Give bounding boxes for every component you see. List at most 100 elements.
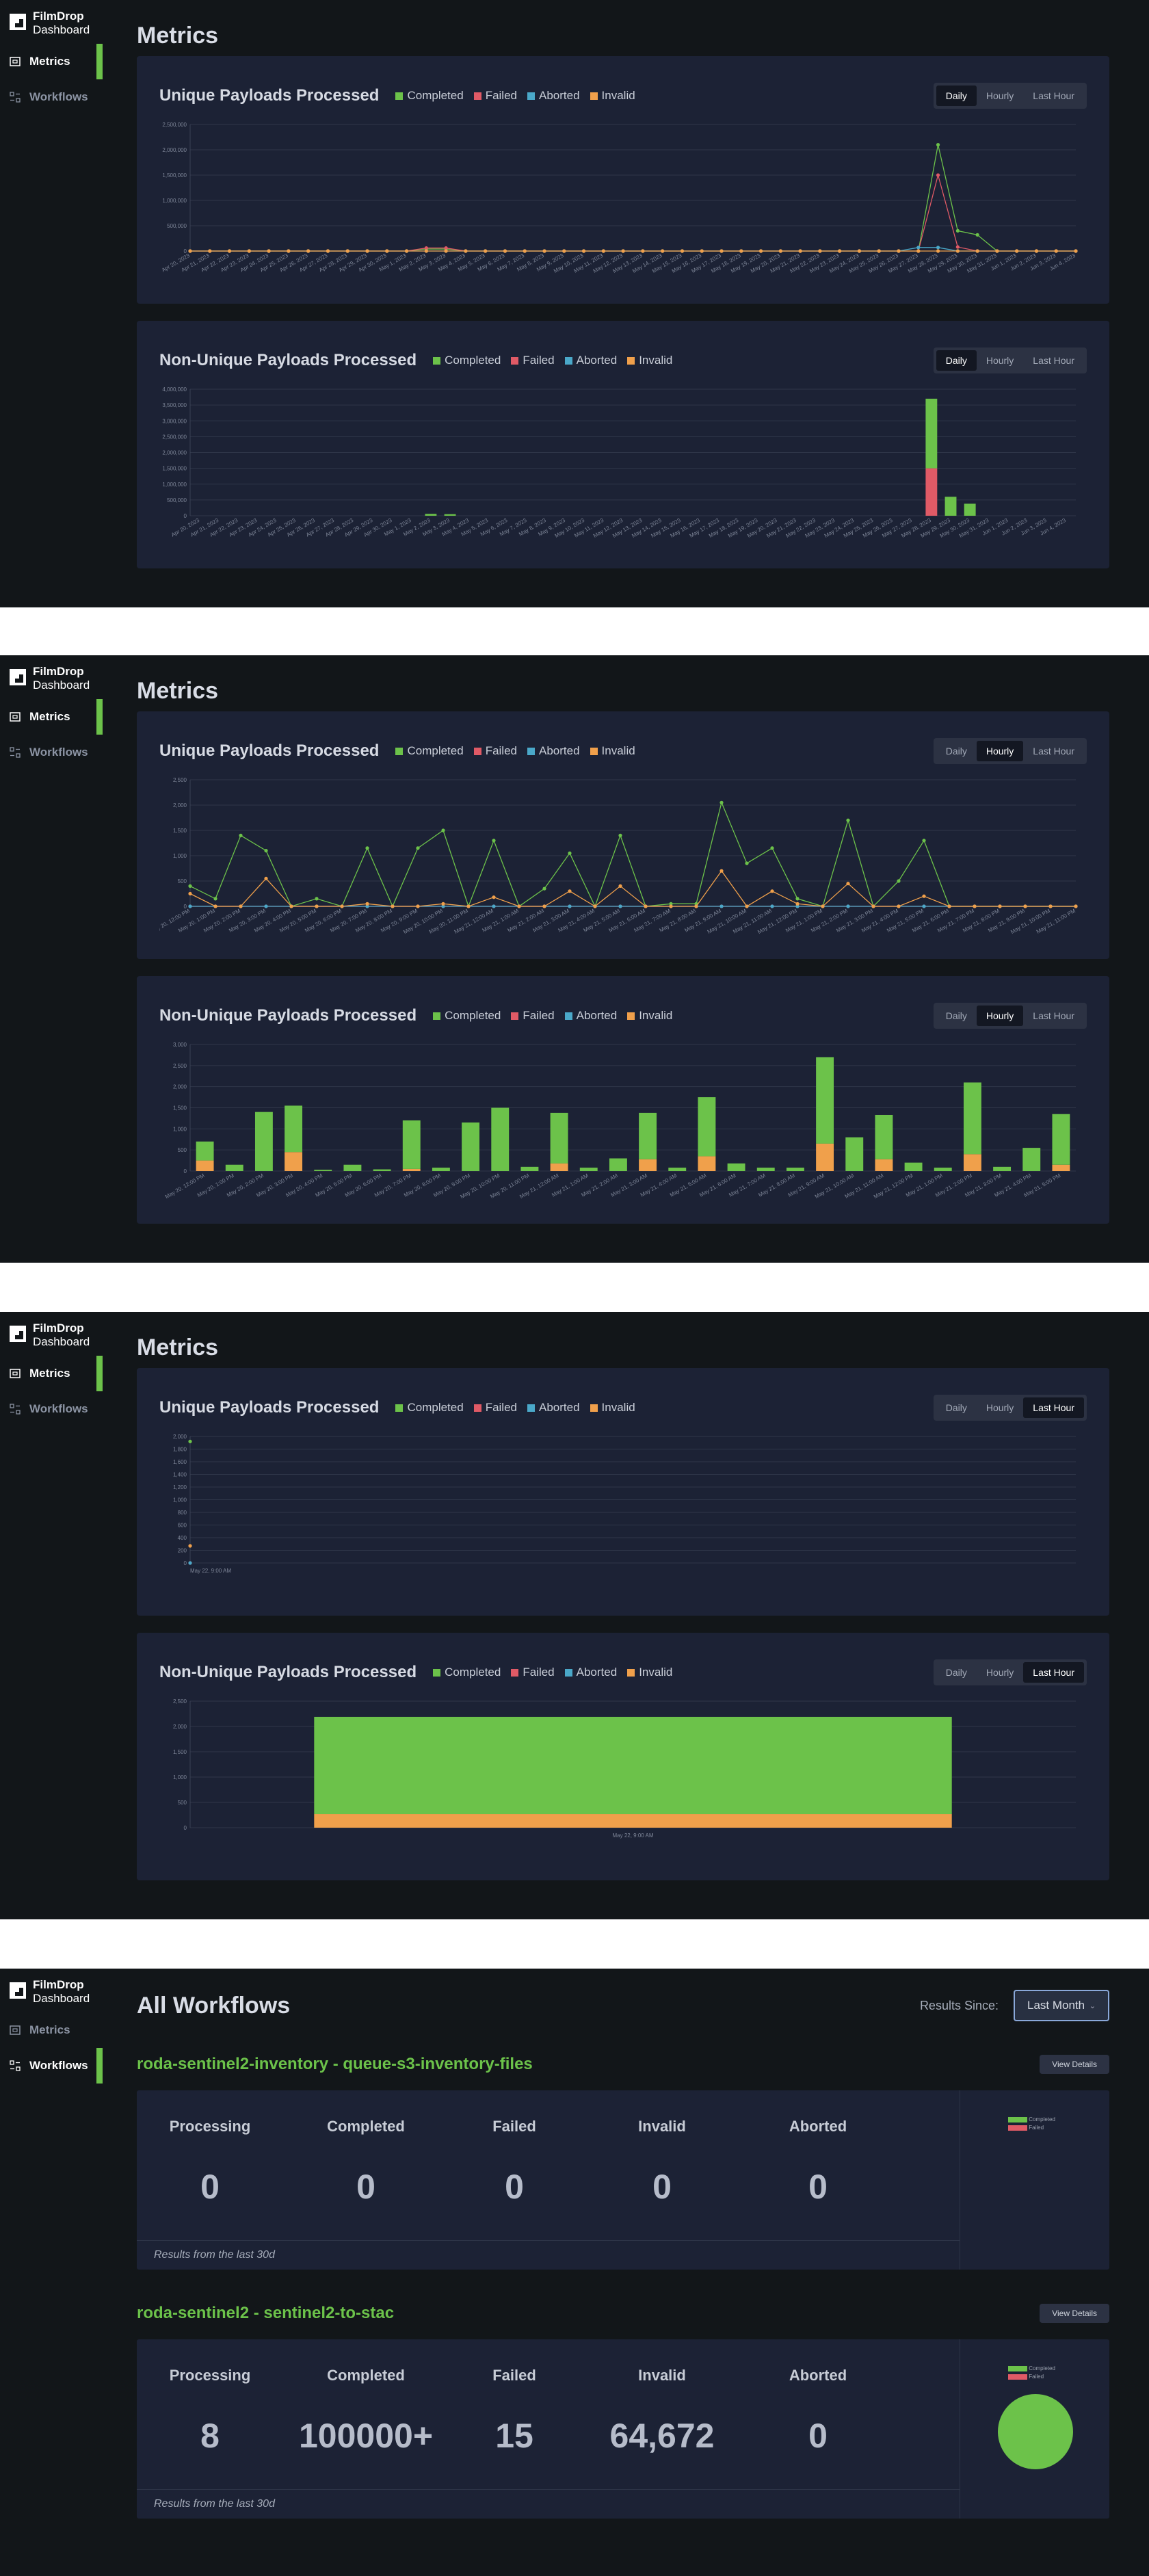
legend-invalid[interactable]: Invalid [590,89,635,103]
nav-item-metrics[interactable]: Metrics [0,1356,103,1391]
legend-failed[interactable]: Failed [511,1666,555,1679]
point-invalid [818,249,822,253]
point-invalid [523,249,527,253]
y-tick-label: 800 [178,1510,187,1516]
nav-item-label: Metrics [29,2023,70,2036]
legend-aborted[interactable]: Aborted [527,89,580,103]
legend-completed[interactable]: Completed [433,354,501,367]
toggle-last-hour[interactable]: Last Hour [1023,1662,1084,1683]
workflow-title[interactable]: roda-sentinel2 - sentinel2-to-stac [137,2304,395,2322]
brand-logo[interactable]: FilmDrop Dashboard [0,665,103,699]
point-invalid [188,249,192,253]
brand-logo[interactable]: FilmDrop Dashboard [0,1978,103,2012]
point-aborted [568,904,572,908]
nav-item-workflows[interactable]: Workflows [0,1391,103,1427]
nav-item-workflows[interactable]: Workflows [0,2048,103,2084]
point-invalid [795,902,800,906]
nav-item-metrics[interactable]: Metrics [0,2012,103,2048]
legend-invalid[interactable]: Invalid [590,1401,635,1415]
bar-completed [462,1122,480,1171]
legend-aborted[interactable]: Aborted [564,1666,617,1679]
view-details-button[interactable]: View Details [1040,2304,1109,2323]
card-title: Non-Unique Payloads Processed [159,351,417,369]
metrics-icon [10,2025,21,2035]
point-invalid [770,889,774,893]
bar-completed [254,1112,273,1171]
toggle-daily[interactable]: Daily [936,350,977,371]
point-invalid [700,249,704,253]
view-details-button[interactable]: View Details [1040,2055,1109,2074]
toggle-daily[interactable]: Daily [945,746,967,757]
brand-name: FilmDrop [33,10,84,23]
point-aborted [188,904,192,908]
point-invalid [315,904,319,908]
legend-failed[interactable]: Failed [473,744,517,758]
toggle-hourly[interactable]: Hourly [976,741,1024,761]
toggle-last-hour[interactable]: Last Hour [1033,355,1074,366]
toggle-hourly[interactable]: Hourly [986,355,1014,366]
toggle-daily[interactable]: Daily [936,86,977,106]
sidebar: FilmDrop Dashboard Metrics Workflows [0,1969,103,2576]
legend-aborted[interactable]: Aborted [527,744,580,758]
point-invalid [798,249,802,253]
legend-failed[interactable]: Failed [473,1401,517,1415]
point-invalid [936,249,940,253]
legend-invalid[interactable]: Invalid [590,744,635,758]
legend-invalid[interactable]: Invalid [627,354,672,367]
nav-item-metrics[interactable]: Metrics [0,699,103,735]
toggle-daily[interactable]: Daily [945,1010,967,1021]
point-invalid [365,249,369,253]
point-invalid [661,249,665,253]
bar-completed [816,1057,834,1144]
legend-completed[interactable]: Completed [433,1009,501,1023]
brand-logo[interactable]: FilmDrop Dashboard [0,10,103,44]
workflow-pie-area: Completed Failed [960,2090,1109,2270]
toggle-last-hour[interactable]: Last Hour [1033,1010,1074,1021]
toggle-last-hour[interactable]: Last Hour [1023,1397,1084,1418]
legend-completed[interactable]: Completed [395,744,464,758]
nav-item-label: Workflows [29,2059,88,2072]
toggle-daily[interactable]: Daily [945,1402,967,1413]
point-invalid [1048,904,1053,908]
toggle-hourly[interactable]: Hourly [976,1006,1024,1026]
toggle-hourly[interactable]: Hourly [986,1402,1014,1413]
point-invalid [922,894,926,898]
nonunique-payloads-card: Non-Unique Payloads Processed Completed … [137,321,1109,568]
legend-completed[interactable]: Completed [395,1401,464,1415]
legend-aborted[interactable]: Aborted [564,354,617,367]
legend-invalid[interactable]: Invalid [627,1666,672,1679]
brand-logo[interactable]: FilmDrop Dashboard [0,1322,103,1356]
y-tick-label: 2,000 [173,1084,187,1090]
toggle-hourly[interactable]: Hourly [986,90,1014,101]
y-tick-label: 2,500 [173,777,187,783]
x-tick-label: May 22, 9:00 AM [612,1832,653,1839]
toggle-daily[interactable]: Daily [945,1667,967,1678]
legend-failed[interactable]: Failed [511,1009,555,1023]
point-invalid [542,249,546,253]
toggle-last-hour[interactable]: Last Hour [1033,90,1074,101]
point-invalid [897,249,901,253]
point-invalid [517,904,521,908]
toggle-last-hour[interactable]: Last Hour [1033,746,1074,757]
stat-aborted: Aborted 0 [789,2118,847,2206]
nav-item-workflows[interactable]: Workflows [0,735,103,770]
bar-completed [1052,1114,1070,1165]
legend-aborted[interactable]: Aborted [527,1401,580,1415]
nav-item-workflows[interactable]: Workflows [0,79,103,115]
legend-failed[interactable]: Failed [511,354,555,367]
time-range-toggle: Daily Hourly Last Hour [933,83,1087,109]
y-tick-label: 0 [184,904,187,910]
point-invalid [821,904,825,908]
legend-invalid[interactable]: Invalid [627,1009,672,1023]
nav-item-metrics[interactable]: Metrics [0,44,103,79]
y-tick-label: 2,500,000 [162,434,187,440]
results-since-select[interactable]: Last Month ⌄ [1014,1990,1109,2021]
y-tick-label: 2,500 [173,1063,187,1069]
legend-completed[interactable]: Completed [433,1666,501,1679]
y-tick-label: 600 [178,1523,187,1529]
toggle-hourly[interactable]: Hourly [986,1667,1014,1678]
legend-aborted[interactable]: Aborted [564,1009,617,1023]
legend-completed[interactable]: Completed [395,89,464,103]
workflow-title[interactable]: roda-sentinel2-inventory - queue-s3-inve… [137,2055,533,2073]
legend-failed[interactable]: Failed [473,89,517,103]
